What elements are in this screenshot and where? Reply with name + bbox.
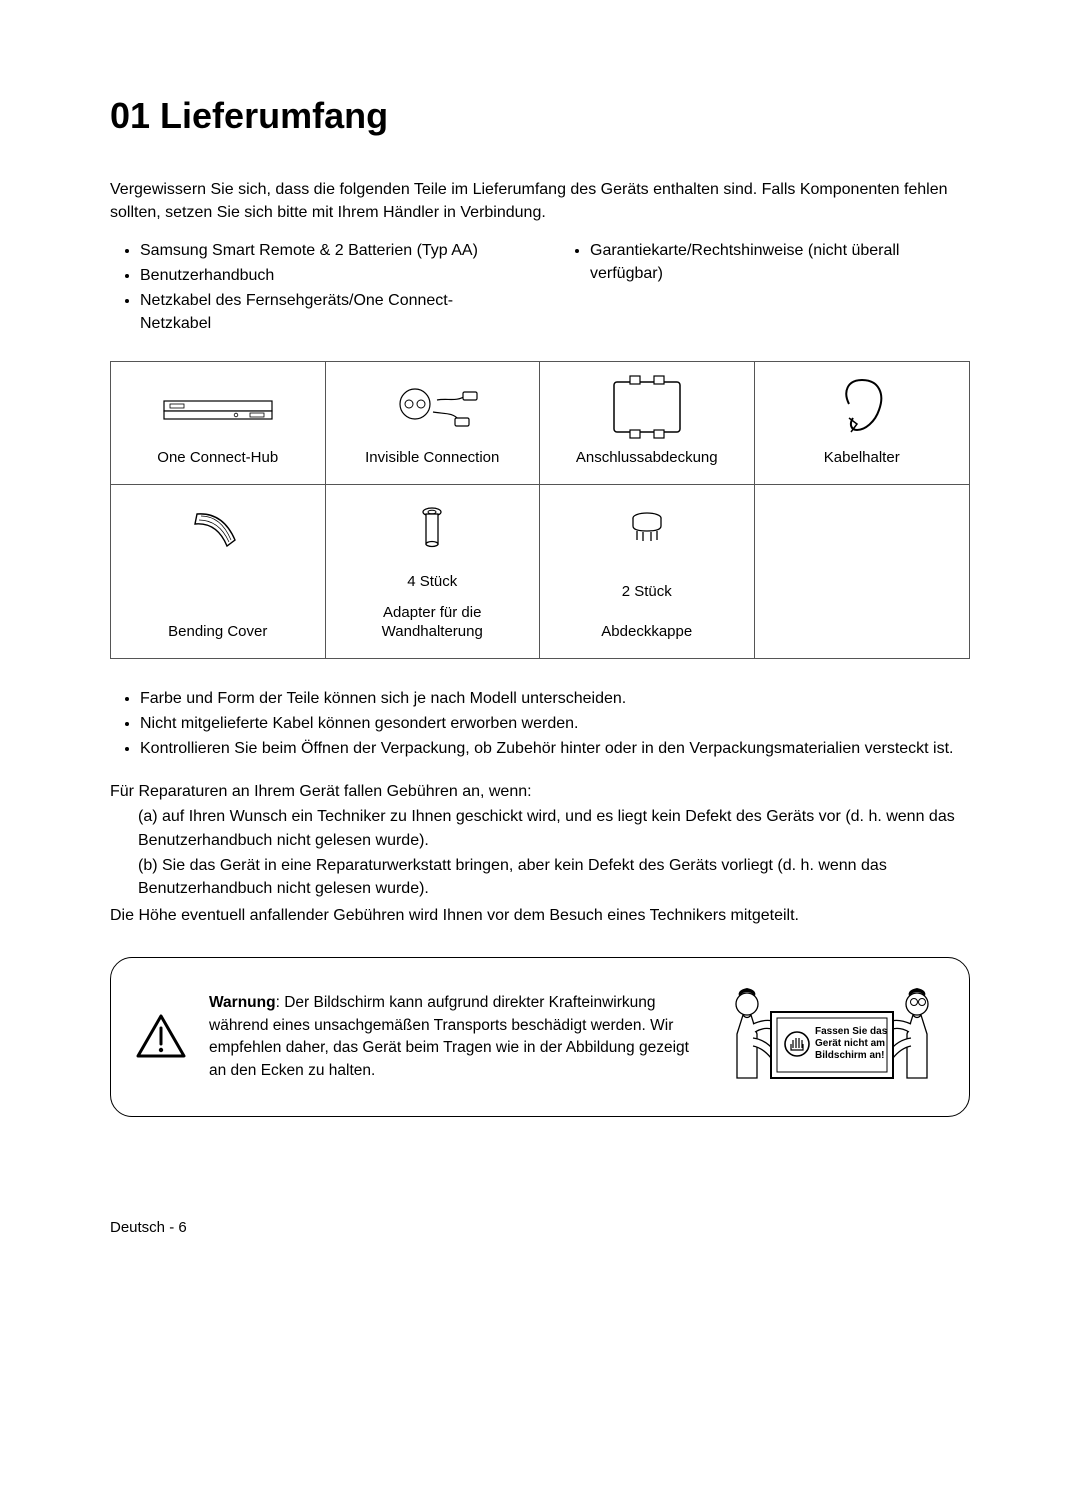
part-cell-bending-cover: Bending Cover xyxy=(111,485,326,658)
repair-case-b: (b) Sie das Gerät in eine Reparaturwerks… xyxy=(110,854,970,900)
part-label: Abdeckkappe xyxy=(601,622,692,642)
part-cell-wandhalterung-adapter: 4 Stück Adapter für die Wandhalterung xyxy=(326,485,541,658)
warning-figure: Fassen Sie das Gerät nicht am Bildschirm… xyxy=(717,982,947,1092)
invisible-connection-icon xyxy=(334,372,532,442)
one-connect-hub-icon xyxy=(119,372,317,442)
wandhalterung-adapter-icon xyxy=(334,495,532,565)
list-item: Farbe und Form der Teile können sich je … xyxy=(140,687,970,710)
part-cell-kabelhalter: Kabelhalter xyxy=(755,362,970,485)
part-qty: 4 Stück xyxy=(407,571,457,593)
part-label: Bending Cover xyxy=(168,622,267,642)
repair-intro: Für Reparaturen an Ihrem Gerät fallen Ge… xyxy=(110,780,970,803)
svg-text:Bildschirm an!: Bildschirm an! xyxy=(815,1050,884,1061)
page-footer: Deutsch - 6 xyxy=(110,1217,970,1239)
included-items-columns: Samsung Smart Remote & 2 Batterien (Typ … xyxy=(110,239,970,338)
included-right-list: Garantiekarte/Rechtshinweise (nicht über… xyxy=(560,239,970,338)
abdeckkappe-icon xyxy=(548,495,746,565)
list-item: Kontrollieren Sie beim Öffnen der Verpac… xyxy=(140,737,970,760)
list-item: Samsung Smart Remote & 2 Batterien (Typ … xyxy=(140,239,520,262)
part-label: Kabelhalter xyxy=(824,448,900,468)
part-cell-invisible-connection: Invisible Connection xyxy=(326,362,541,485)
part-label: Anschlussabdeckung xyxy=(576,448,718,468)
part-label: Adapter für die Wandhalterung xyxy=(334,603,532,642)
list-item: Benutzerhandbuch xyxy=(140,264,520,287)
svg-text:Gerät nicht am: Gerät nicht am xyxy=(815,1038,885,1049)
svg-text:Fassen Sie das: Fassen Sie das xyxy=(815,1026,888,1037)
repair-closing: Die Höhe eventuell anfallender Gebühren … xyxy=(110,904,970,927)
warning-body: : Der Bildschirm kann aufgrund direkter … xyxy=(209,994,689,1078)
warning-triangle-icon xyxy=(133,1012,189,1062)
warning-text: Warnung: Der Bildschirm kann aufgrund di… xyxy=(209,992,697,1082)
included-left-list: Samsung Smart Remote & 2 Batterien (Typ … xyxy=(110,239,520,338)
part-cell-abdeckkappe: 2 Stück Abdeckkappe xyxy=(540,485,755,658)
warning-box: Warnung: Der Bildschirm kann aufgrund di… xyxy=(110,957,970,1117)
part-cell-anschlussabdeckung: Anschlussabdeckung xyxy=(540,362,755,485)
list-item: Nicht mitgelieferte Kabel können gesonde… xyxy=(140,712,970,735)
notes-list: Farbe und Form der Teile können sich je … xyxy=(110,687,970,761)
anschlussabdeckung-icon xyxy=(548,372,746,442)
part-label: One Connect-Hub xyxy=(157,448,278,468)
page-title: 01 Lieferumfang xyxy=(110,90,970,142)
intro-text: Vergewissern Sie sich, dass die folgende… xyxy=(110,178,970,224)
parts-grid: One Connect-Hub Invisible Connection xyxy=(110,361,970,658)
list-item: Garantiekarte/Rechtshinweise (nicht über… xyxy=(590,239,970,285)
warning-label: Warnung xyxy=(209,994,276,1011)
part-cell-empty xyxy=(755,485,970,658)
part-qty: 2 Stück xyxy=(622,581,672,603)
part-label: Invisible Connection xyxy=(365,448,499,468)
bending-cover-icon xyxy=(119,495,317,565)
kabelhalter-icon xyxy=(763,372,962,442)
part-cell-one-connect-hub: One Connect-Hub xyxy=(111,362,326,485)
list-item: Netzkabel des Fernsehgeräts/One Connect-… xyxy=(140,289,520,335)
repair-case-a: (a) auf Ihren Wunsch ein Techniker zu Ih… xyxy=(110,805,970,851)
